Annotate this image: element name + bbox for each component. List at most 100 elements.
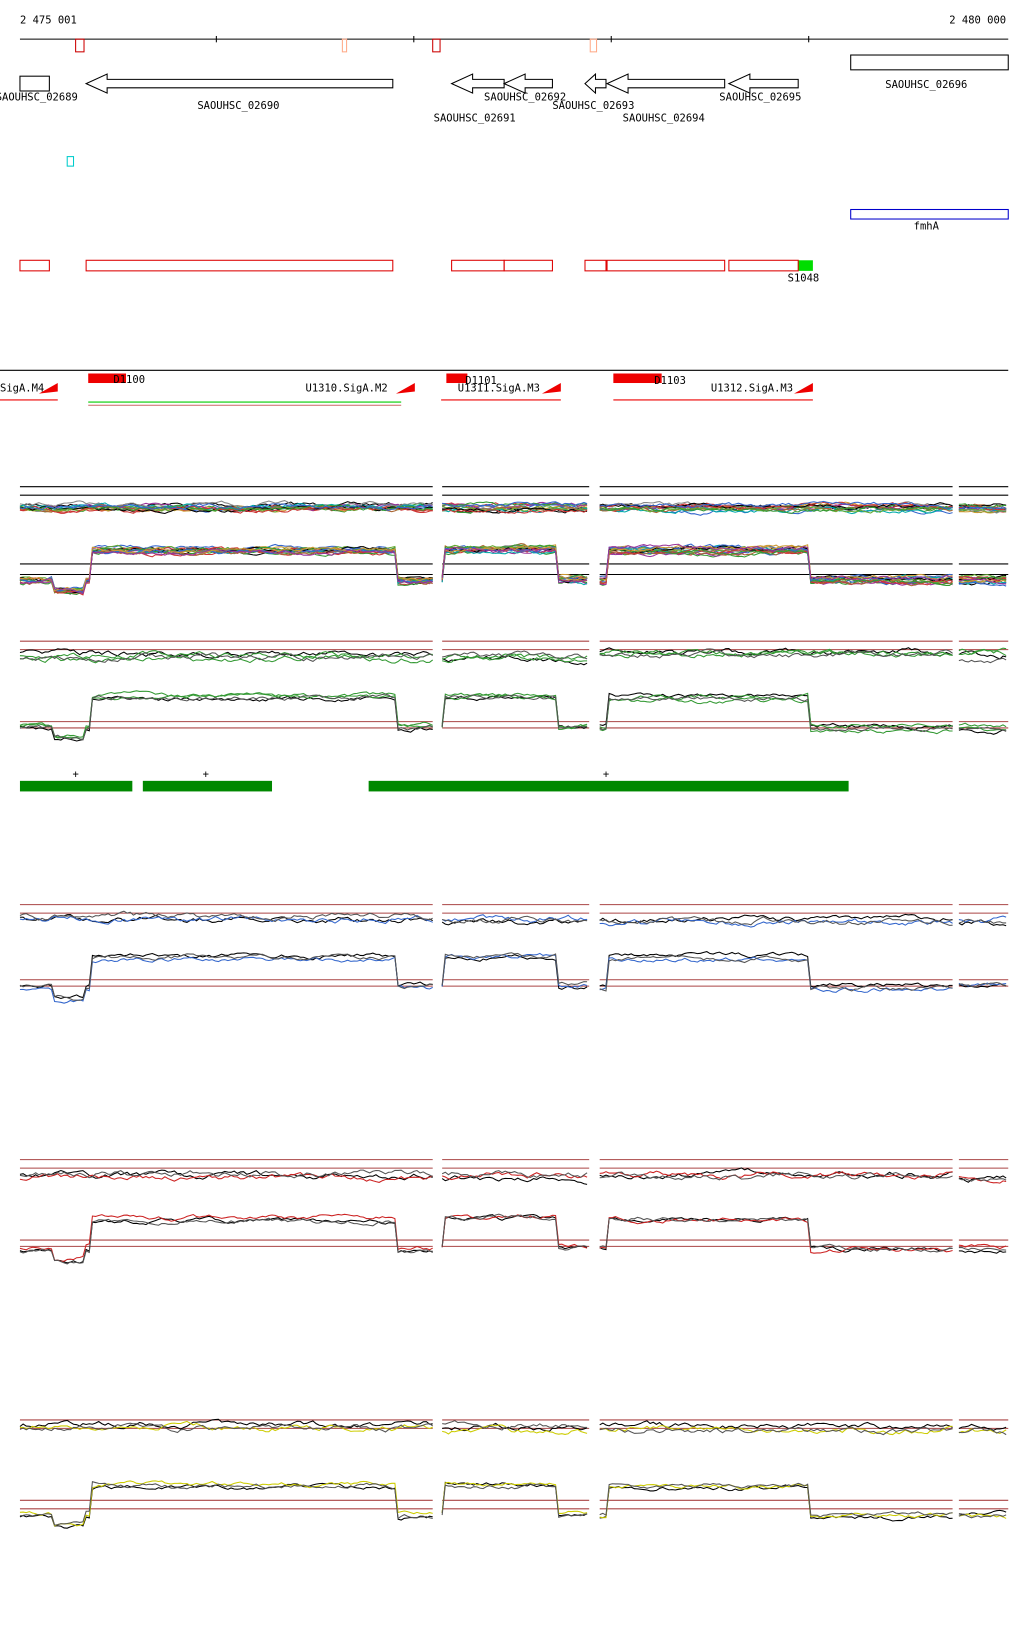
trace — [441, 694, 588, 729]
gene — [584, 72, 607, 95]
site-label: D1103 — [654, 375, 686, 387]
trace — [19, 547, 433, 594]
trace — [442, 1420, 588, 1431]
gene — [84, 73, 394, 94]
trace — [19, 956, 433, 1004]
trace — [19, 953, 433, 1001]
trace — [958, 918, 1007, 924]
transcript — [584, 259, 607, 272]
trace — [958, 1246, 1007, 1251]
trace — [19, 654, 434, 664]
trace — [599, 649, 953, 658]
gene-label: SAOUHSC_02691 — [434, 113, 516, 125]
trace — [958, 579, 1007, 584]
trace — [958, 1427, 1007, 1436]
trace — [442, 509, 588, 514]
trace — [599, 548, 953, 586]
trace — [441, 692, 588, 730]
trace — [599, 1483, 953, 1519]
trace — [958, 581, 1007, 587]
trace — [599, 544, 953, 581]
ruler-feature — [75, 38, 85, 53]
trace — [599, 917, 953, 928]
gene-label: SAOUHSC_02689 — [0, 91, 78, 103]
trace — [599, 1426, 953, 1436]
trace — [958, 657, 1007, 664]
srna-box — [798, 260, 813, 271]
gene — [19, 75, 50, 92]
trace — [441, 1170, 588, 1179]
trace — [441, 547, 588, 583]
ruler-start: 2 475 001 — [20, 14, 77, 26]
ruler-feature — [341, 38, 348, 53]
transcript — [503, 259, 553, 272]
trace — [958, 503, 1007, 507]
trace — [599, 956, 953, 993]
trace — [19, 1420, 433, 1433]
trace — [599, 1484, 953, 1522]
trace — [599, 951, 953, 988]
trace — [958, 728, 1007, 735]
gene — [502, 73, 553, 94]
trace — [958, 1178, 1007, 1182]
segment — [19, 780, 133, 792]
trace — [958, 1514, 1007, 1519]
trace — [19, 692, 433, 740]
trace — [19, 914, 433, 925]
trace — [599, 692, 953, 731]
trace — [958, 647, 1007, 656]
trace — [19, 1217, 433, 1265]
trace — [958, 648, 1007, 657]
trace — [442, 507, 588, 514]
trace — [958, 726, 1007, 732]
trace — [442, 1424, 588, 1435]
trace — [442, 501, 588, 507]
trace — [958, 1509, 1007, 1515]
trace — [441, 1213, 588, 1251]
segment-label: + — [72, 769, 78, 781]
segment-label: + — [203, 769, 209, 781]
domain-label: fmhA — [914, 221, 940, 233]
trace — [958, 506, 1007, 510]
trace — [441, 1481, 588, 1514]
site-arrow — [793, 383, 813, 394]
trace — [958, 1513, 1007, 1519]
site-label: D1100 — [113, 374, 145, 386]
trace — [19, 650, 433, 660]
trace — [19, 1171, 433, 1183]
trace — [19, 652, 433, 663]
trace — [19, 1482, 433, 1529]
trace — [599, 696, 953, 735]
trace — [441, 1483, 588, 1518]
segment-label: + — [603, 769, 609, 781]
gene — [605, 73, 726, 94]
trace — [958, 578, 1007, 585]
trace — [958, 503, 1007, 509]
trace — [19, 503, 433, 511]
trace — [599, 648, 953, 659]
gene — [850, 54, 1009, 71]
trace — [958, 1250, 1007, 1254]
transcript — [606, 259, 726, 272]
site-label: U1312.SigA.M3 — [711, 382, 793, 394]
trace — [19, 910, 433, 923]
trace — [958, 506, 1007, 512]
ruler-end: 2 480 000 — [949, 14, 1006, 26]
trace — [19, 548, 433, 594]
marker — [66, 156, 75, 167]
site-arrow — [38, 383, 58, 394]
site-label: D1101 — [465, 375, 497, 387]
transcript — [451, 259, 505, 272]
ruler-feature — [589, 38, 598, 53]
trace — [19, 500, 433, 509]
trace — [441, 695, 588, 729]
trace — [441, 954, 588, 990]
site-label: SigA.M4 — [0, 382, 44, 394]
trace — [441, 952, 588, 989]
trace — [599, 648, 953, 659]
trace — [441, 1175, 588, 1185]
trace — [19, 1480, 433, 1527]
trace — [442, 501, 588, 508]
trace — [599, 1170, 953, 1180]
